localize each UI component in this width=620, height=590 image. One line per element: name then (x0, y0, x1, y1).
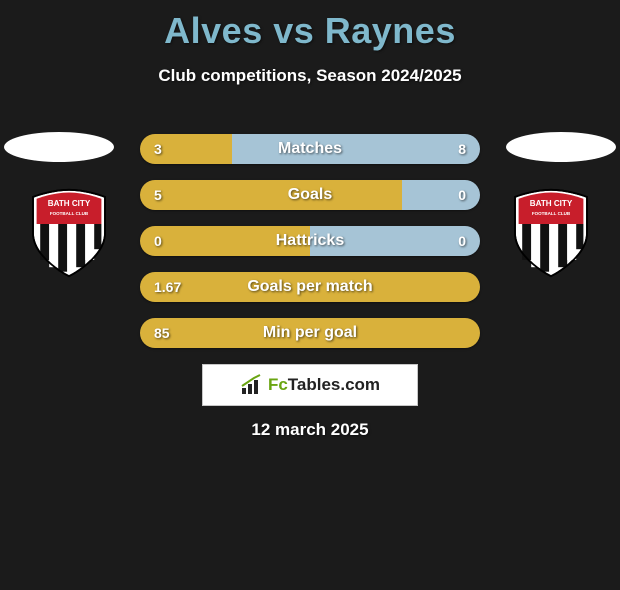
brand-box: FcTables.com (202, 364, 418, 406)
brand-suffix: Tables.com (288, 375, 380, 394)
brand-bars-icon (240, 374, 264, 396)
stat-label: Goals (140, 180, 480, 210)
player-ellipse-right (506, 132, 616, 162)
svg-text:BATH CITY: BATH CITY (48, 199, 91, 208)
svg-text:FOOTBALL CLUB: FOOTBALL CLUB (50, 211, 89, 216)
player-ellipse-left (4, 132, 114, 162)
page-title: Alves vs Raynes (0, 10, 620, 52)
comparison-bars: 38Matches 50Goals 00Hattricks 1.67Goals per… (140, 134, 480, 364)
stat-label: Matches (140, 134, 480, 164)
stat-row: 1.67Goals per match (140, 272, 480, 302)
stat-row: 00Hattricks (140, 226, 480, 256)
stat-row: 85Min per goal (140, 318, 480, 348)
stat-label: Hattricks (140, 226, 480, 256)
page-subtitle: Club competitions, Season 2024/2025 (0, 66, 620, 86)
brand-prefix: Fc (268, 375, 288, 394)
brand-text: FcTables.com (268, 375, 380, 395)
stat-label: Min per goal (140, 318, 480, 348)
svg-text:FOOTBALL CLUB: FOOTBALL CLUB (532, 211, 571, 216)
club-crest-left: BATH CITY FOOTBALL CLUB (24, 188, 114, 278)
stat-label: Goals per match (140, 272, 480, 302)
club-crest-right: BATH CITY FOOTBALL CLUB (506, 188, 596, 278)
svg-text:BATH CITY: BATH CITY (530, 199, 573, 208)
stat-row: 50Goals (140, 180, 480, 210)
date-label: 12 march 2025 (0, 420, 620, 440)
stat-row: 38Matches (140, 134, 480, 164)
